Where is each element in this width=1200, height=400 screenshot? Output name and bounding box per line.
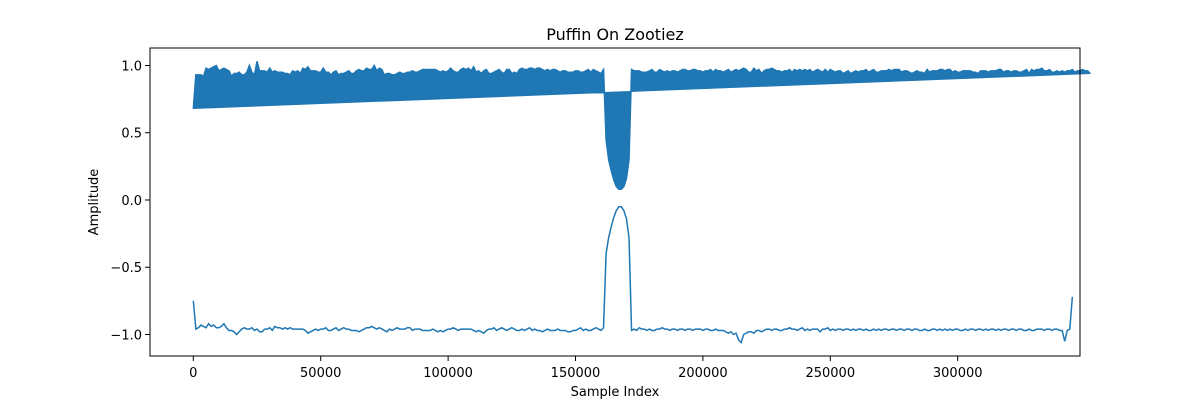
x-tick-label: 250000 — [805, 366, 855, 381]
x-axis-ticks: 0 50000 100000 150000 200000 250000 300000 — [189, 356, 983, 381]
y-tick-label: 1.0 — [121, 59, 142, 74]
x-axis-label: Sample Index — [571, 385, 660, 400]
x-tick-label: 0 — [189, 366, 197, 381]
y-tick-label: 0.5 — [121, 127, 142, 142]
y-tick-label: −0.5 — [110, 261, 142, 276]
x-tick-label: 50000 — [300, 366, 341, 381]
x-tick-label: 150000 — [551, 366, 601, 381]
y-tick-label: 0.0 — [121, 194, 142, 209]
y-axis-label: Amplitude — [87, 169, 102, 236]
plot-frame — [149, 47, 1081, 357]
waveform-upper-edge — [192, 61, 1091, 190]
y-tick-label: −1.0 — [110, 328, 142, 343]
x-tick-label: 200000 — [678, 366, 728, 381]
series-group — [192, 60, 1091, 344]
x-tick-label: 100000 — [423, 366, 473, 381]
x-tick-label: 300000 — [933, 366, 983, 381]
plot-area — [149, 47, 1091, 357]
y-axis-ticks: −1.0 −0.5 0.0 0.5 1.0 — [110, 59, 150, 343]
waveform-lower-edge — [192, 205, 1074, 344]
chart-title: Puffin On Zootiez — [546, 25, 684, 44]
